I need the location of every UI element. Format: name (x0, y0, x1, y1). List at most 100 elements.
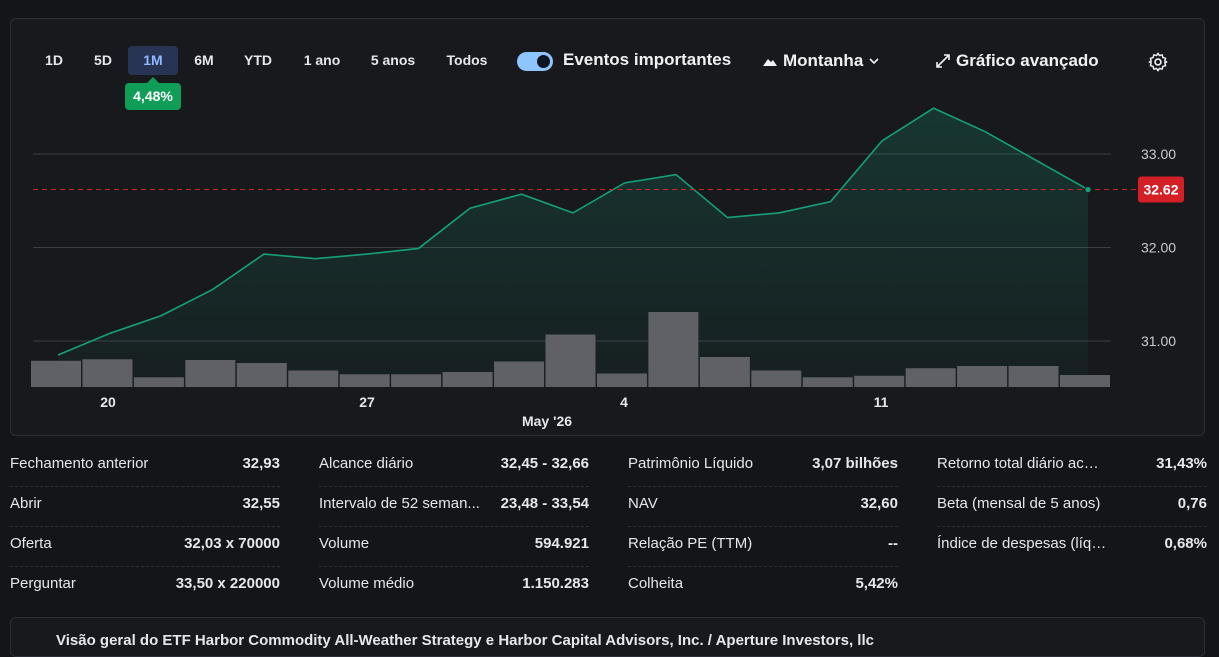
stat-value: 33,50 x 220000 (175, 575, 280, 592)
stat-row: Índice de despesas (líquido) 0,68% (937, 527, 1207, 567)
price-chart[interactable]: 33.00 32.00 31.00 32.62 20 27 4 11 May '26 (11, 19, 1206, 437)
stat-row: Volume médio 1.150.283 (319, 567, 589, 607)
stat-row: NAV 32,60 (628, 487, 898, 527)
price-line (57, 107, 1089, 356)
stats-column-4: Retorno total diário acumula... 31,43% Be… (937, 447, 1207, 567)
stat-label: Intervalo de 52 seman... (319, 495, 480, 512)
stat-row: Perguntar 33,50 x 220000 (10, 567, 280, 607)
volume-bar (339, 374, 390, 387)
stat-label: NAV (628, 495, 658, 512)
events-toggle[interactable] (517, 52, 553, 71)
volume-bar (751, 370, 802, 387)
range-button-5-anos[interactable]: 5 anos (370, 52, 416, 68)
current-price-tag (1138, 176, 1184, 203)
range-button-5d[interactable]: 5D (94, 52, 112, 68)
volume-bar (185, 360, 236, 387)
stat-row: Beta (mensal de 5 anos) 0,76 (937, 487, 1207, 527)
stat-row: Relação PE (TTM) -- (628, 527, 898, 567)
stat-value: 32,55 (242, 495, 280, 512)
expand-icon (936, 54, 950, 68)
stat-value: 1.150.283 (522, 575, 589, 592)
stat-value: 32,93 (242, 455, 280, 472)
range-button-1m[interactable]: 1M (128, 46, 178, 75)
range-button-1-ano[interactable]: 1 ano (303, 52, 341, 68)
stat-value: 31,43% (1156, 455, 1207, 472)
stat-label: Volume (319, 535, 370, 552)
stat-row: Patrimônio Líquido 3,07 bilhões (628, 447, 898, 487)
range-button-todos[interactable]: Todos (446, 52, 488, 68)
volume-bar (957, 366, 1008, 387)
stat-row: Colheita 5,42% (628, 567, 898, 607)
stat-label: Retorno total diário acumula... (937, 455, 1107, 472)
stat-label: Relação PE (TTM) (628, 535, 753, 552)
x-axis-month-label: May '26 (522, 413, 572, 429)
stat-label: Perguntar (10, 575, 76, 592)
advanced-chart-button[interactable]: Gráfico avançado (936, 48, 1099, 74)
range-button-6m[interactable]: 6M (194, 52, 214, 68)
stat-row: Abrir 32,55 (10, 487, 280, 527)
volume-bar (1060, 375, 1110, 387)
price-area (58, 108, 1088, 387)
x-tick-label: 4 (620, 394, 628, 410)
volume-bar (1008, 366, 1059, 387)
volume-bar (133, 377, 184, 387)
y-tick-label: 33.00 (1141, 146, 1176, 162)
fund-overview-title: Visão geral do ETF Harbor Commodity All-… (56, 632, 874, 649)
stat-label: Índice de despesas (líquido) (937, 535, 1107, 552)
chevron-down-icon (869, 58, 879, 64)
volume-bar (31, 360, 81, 387)
volume-bar (854, 375, 905, 387)
volume-bar (596, 373, 647, 387)
volume-bar (288, 370, 339, 387)
stats-column-3: Patrimônio Líquido 3,07 bilhões NAV 32,60 … (628, 447, 898, 607)
chart-toolbar: 1D 5D 1M 6M YTD 1 ano 5 anos Todos 4,48%… (11, 19, 1204, 110)
current-price-label: 32.62 (1143, 182, 1178, 198)
stat-value: 0,68% (1164, 535, 1207, 552)
stat-value: 32,60 (860, 495, 898, 512)
x-tick-label: 27 (359, 394, 375, 410)
stat-label: Colheita (628, 575, 684, 592)
stat-value: 594.921 (534, 535, 589, 552)
stat-row: Fechamento anterior 32,93 (10, 447, 280, 487)
stat-row: Volume 594.921 (319, 527, 589, 567)
volume-bar (391, 374, 442, 387)
stat-label: Oferta (10, 535, 52, 552)
stat-value: 5,42% (855, 575, 898, 592)
chart-card: 1D 5D 1M 6M YTD 1 ano 5 anos Todos 4,48%… (10, 18, 1205, 436)
stats-column-2: Alcance diário 32,45 - 32,66 Intervalo de… (319, 447, 589, 607)
events-toggle-label: Eventos importantes (563, 50, 732, 69)
volume-bar (545, 334, 596, 387)
last-price-dot (1084, 185, 1092, 194)
stats-column-1: Fechamento anterior 32,93 Abrir 32,55 Ofer… (10, 447, 280, 607)
change-badge: 4,48% (125, 77, 181, 110)
chart-style-label: Montanha (783, 51, 864, 70)
volume-bar (905, 368, 956, 387)
stat-value: 3,07 bilhões (812, 455, 898, 472)
stat-value: -- (888, 535, 898, 552)
stat-row: Retorno total diário acumula... 31,43% (937, 447, 1207, 487)
stat-row: Alcance diário 32,45 - 32,66 (319, 447, 589, 487)
stat-row: Oferta 32,03 x 70000 (10, 527, 280, 567)
stat-value: 0,76 (1177, 495, 1207, 512)
stat-label: Alcance diário (319, 455, 414, 472)
volume-bar (802, 377, 853, 387)
range-button-1d[interactable]: 1D (45, 52, 63, 68)
mountain-icon (763, 59, 777, 66)
volume-bar (699, 357, 750, 387)
advanced-chart-label: Gráfico avançado (956, 51, 1099, 70)
chart-style-dropdown[interactable]: Montanha (763, 48, 879, 74)
x-tick-label: 20 (100, 394, 116, 410)
gear-icon[interactable] (1147, 51, 1169, 73)
fund-overview-section[interactable]: Visão geral do ETF Harbor Commodity All-… (10, 617, 1205, 657)
stat-label: Fechamento anterior (10, 455, 149, 472)
volume-bar (494, 361, 545, 387)
range-button-ytd[interactable]: YTD (244, 52, 272, 68)
toggle-knob (537, 55, 550, 68)
stat-value: 32,45 - 32,66 (500, 455, 589, 472)
stat-label: Volume médio (319, 575, 415, 592)
volume-bar (236, 363, 287, 387)
stat-label: Patrimônio Líquido (628, 455, 754, 472)
stat-label: Abrir (10, 495, 42, 512)
stat-value: 32,03 x 70000 (184, 535, 280, 552)
y-tick-label: 31.00 (1141, 333, 1176, 349)
